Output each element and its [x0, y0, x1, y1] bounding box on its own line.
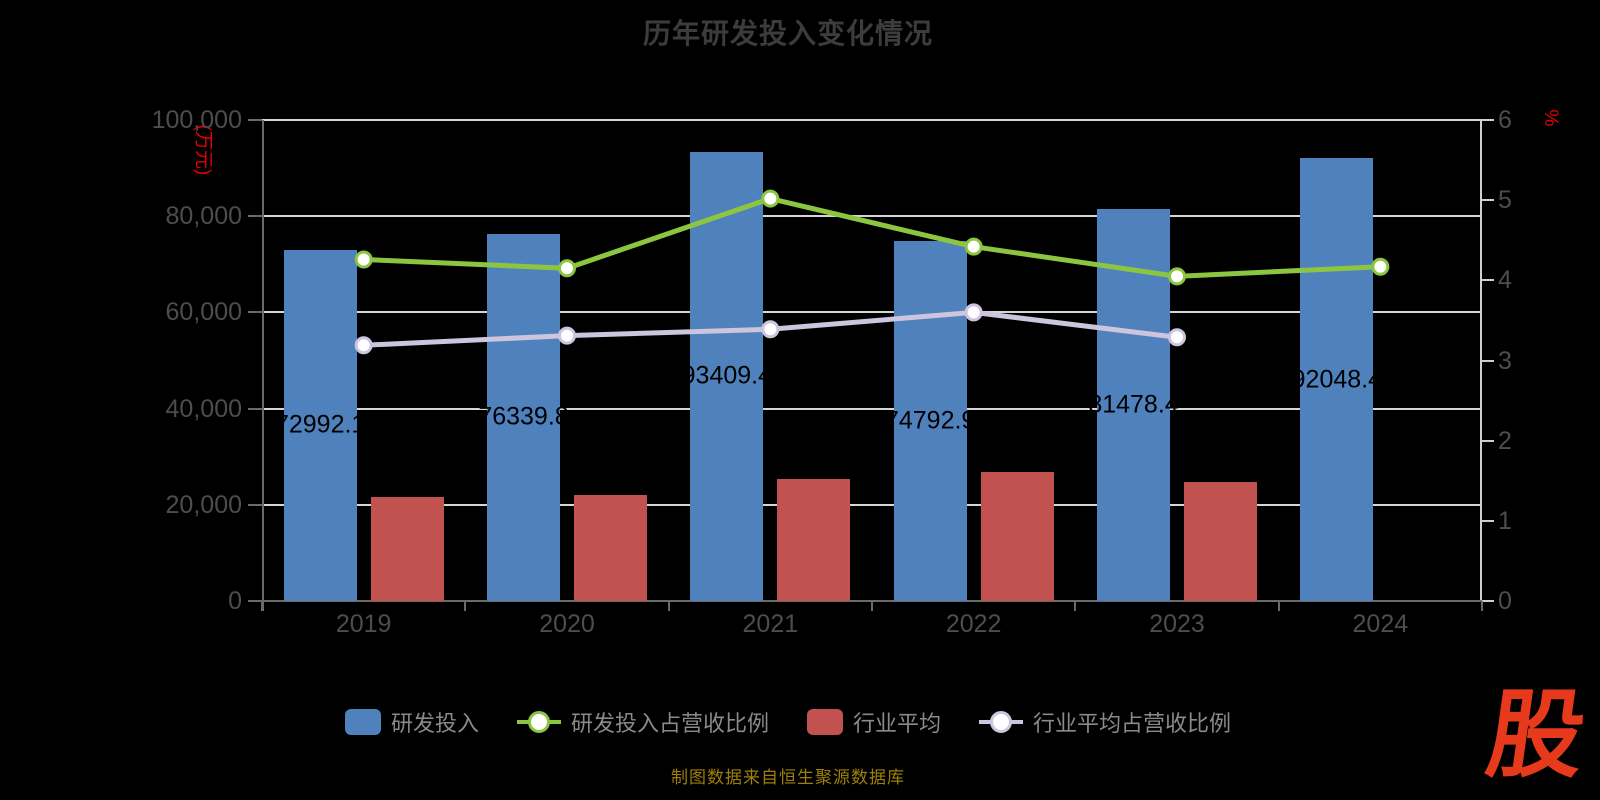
industry-ratio-marker[interactable]: [1168, 328, 1186, 347]
bar-value-label: 93409.4: [681, 361, 773, 390]
gridline: [262, 119, 1482, 121]
gridline: [262, 215, 1482, 218]
gridline: [262, 407, 1482, 410]
y-axis-right-label: 0: [1498, 587, 1512, 615]
right-axis-tick: [1482, 359, 1494, 362]
bar-value-label: 72992.1: [274, 410, 366, 439]
y-axis-left-label: 80,000: [165, 202, 242, 231]
rnd-ratio-marker[interactable]: [1168, 267, 1186, 286]
rnd-ratio-marker[interactable]: [558, 259, 576, 278]
y-axis-right-label: 3: [1498, 346, 1512, 375]
chart-title: 历年研发投入变化情况: [642, 18, 933, 49]
legend-line-dot-icon: [990, 711, 1013, 733]
industry-average-bar[interactable]: [1184, 482, 1257, 601]
x-axis-tick: [464, 601, 467, 611]
right-axis-tick: [1482, 519, 1494, 522]
legend: 研发投入 研发投入占营收比例 行业平均 行业平均占营收比例: [0, 700, 1576, 744]
industry-average-bar[interactable]: [777, 478, 851, 601]
x-axis-label: 2023: [1149, 610, 1205, 638]
legend-line-dot-icon: [527, 711, 550, 733]
gridline: [262, 503, 1482, 506]
bar-value-label: 76339.8: [478, 402, 569, 431]
industry-average-bar[interactable]: [370, 497, 444, 601]
legend-label: 研发投入占营收比例: [570, 711, 769, 736]
x-axis-tick: [871, 601, 873, 611]
legend-label: 研发投入: [390, 711, 479, 736]
legend-item-industry-average[interactable]: 行业平均: [807, 706, 941, 738]
industry-ratio-line: [363, 309, 1178, 348]
y-axis-right-label: 6: [1498, 106, 1512, 134]
rnd-ratio-marker[interactable]: [761, 189, 780, 208]
x-axis-label: 2020: [539, 610, 595, 638]
rnd-investment-bar[interactable]: [283, 249, 357, 601]
right-axis-tick: [1482, 600, 1494, 602]
y-axis-right-label: 4: [1498, 266, 1512, 295]
x-axis-tick: [1481, 601, 1483, 611]
left-axis-tick: [248, 119, 262, 121]
legend-item-industry-ratio[interactable]: 行业平均占营收比例: [979, 706, 1231, 738]
x-axis-label: 2022: [945, 610, 1002, 638]
industry-ratio-marker[interactable]: [558, 326, 576, 345]
bar-value-label: 81478.4: [1088, 390, 1179, 419]
y-axis-right-label: 2: [1498, 426, 1512, 455]
legend-item-rnd-investment[interactable]: 研发投入: [344, 706, 479, 738]
legend-line-marker-icon: [979, 709, 1024, 735]
left-axis-tick: [248, 503, 262, 506]
legend-bar-swatch-icon: [807, 709, 843, 735]
x-axis-label: 2019: [335, 610, 392, 638]
x-axis-tick: [261, 601, 263, 611]
rnd-ratio-marker[interactable]: [1371, 257, 1390, 276]
left-axis-tick: [248, 407, 262, 410]
y-axis-left-label: 60,000: [165, 298, 242, 327]
y-axis-right-label: 5: [1498, 186, 1512, 215]
y-axis-left-label: 0: [228, 587, 242, 615]
rnd-ratio-marker[interactable]: [964, 237, 983, 256]
legend-label: 行业平均: [853, 711, 942, 736]
y-axis-right-label: 1: [1498, 506, 1512, 535]
x-axis-label: 2024: [1352, 610, 1409, 638]
legend-bar-swatch-icon: [344, 709, 381, 735]
left-axis-line: [262, 120, 264, 611]
industry-average-bar[interactable]: [574, 494, 647, 601]
left-axis-tick: [248, 311, 262, 314]
y-axis-left-label: 20,000: [165, 490, 242, 519]
x-axis-tick: [667, 601, 670, 611]
rnd-investment-bar[interactable]: [487, 233, 560, 601]
gridline: [262, 311, 1482, 314]
left-axis-tick: [248, 215, 262, 218]
right-axis-line: [1480, 120, 1482, 601]
right-axis-tick: [1482, 199, 1494, 202]
legend-label: 行业平均占营收比例: [1033, 711, 1232, 736]
x-axis-label: 2021: [742, 610, 799, 638]
y-axis-left-label: 40,000: [165, 394, 242, 423]
bar-value-label: 92048.4: [1291, 365, 1383, 394]
legend-line-marker-icon: [516, 709, 561, 735]
x-axis-tick: [1074, 601, 1077, 611]
source-note: 制图数据来自恒生聚源数据库: [671, 768, 905, 787]
right-axis-tick: [1482, 279, 1494, 282]
y-axis-left-label: 100,000: [151, 106, 242, 134]
industry-ratio-marker[interactable]: [761, 320, 780, 339]
industry-ratio-marker[interactable]: [354, 336, 373, 355]
left-axis-tick: [248, 600, 262, 602]
rnd-ratio-marker[interactable]: [354, 250, 373, 269]
industry-average-bar[interactable]: [980, 471, 1054, 601]
rnd-investment-bar[interactable]: [893, 241, 967, 601]
legend-item-rnd-ratio[interactable]: 研发投入占营收比例: [516, 706, 769, 738]
x-axis-tick: [1277, 601, 1280, 611]
right-axis-tick: [1482, 439, 1494, 442]
right-axis-tick: [1482, 119, 1494, 121]
bar-value-label: 74792.9: [884, 406, 976, 435]
logo-text: 股: [1480, 682, 1592, 789]
